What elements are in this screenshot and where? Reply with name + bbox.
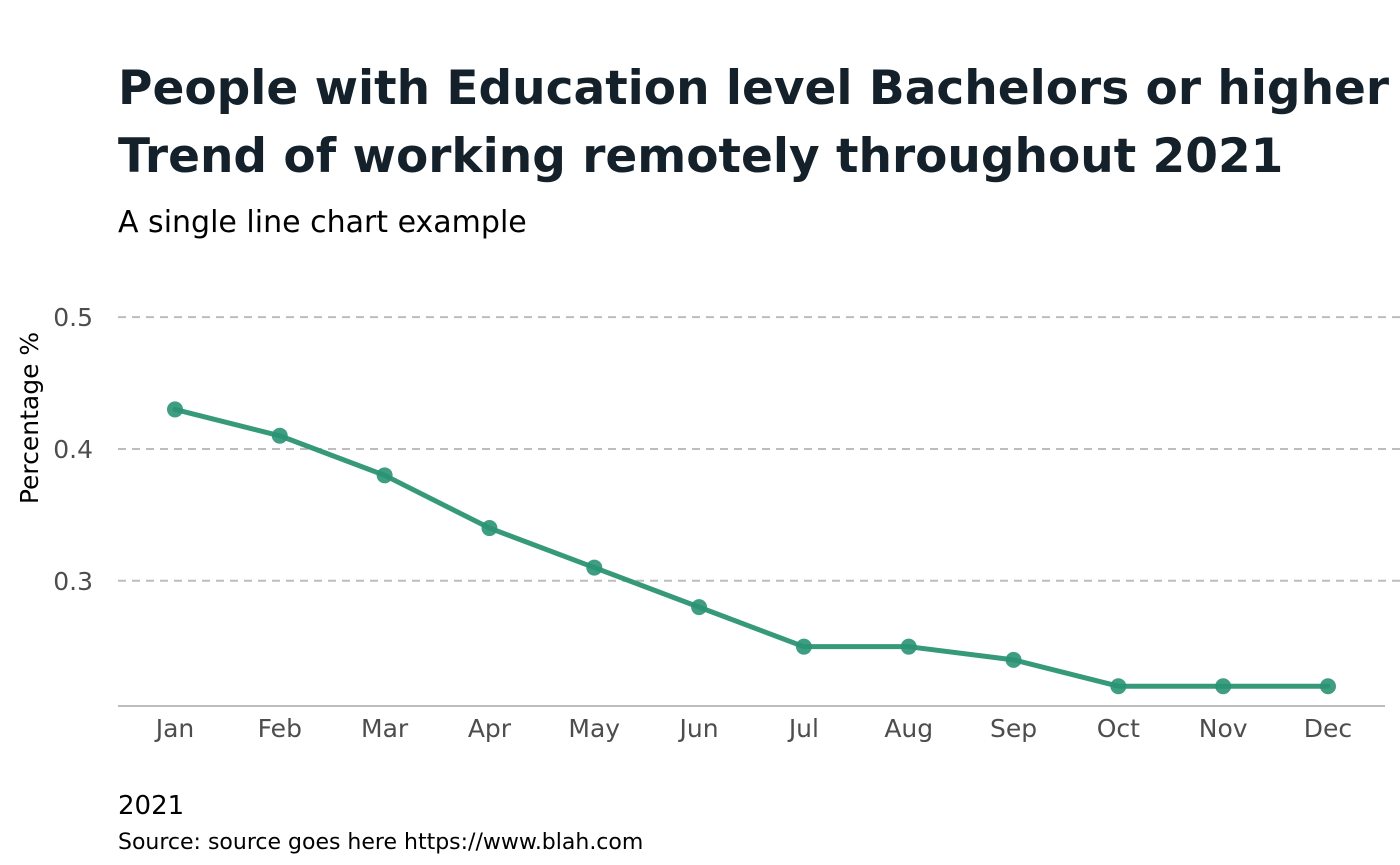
chart-title-line-2: Trend of working remotely throughout 202… xyxy=(118,129,1283,184)
x-tick-label: Aug xyxy=(884,714,933,743)
data-point xyxy=(691,599,708,616)
x-tick-label: Sep xyxy=(990,714,1037,743)
source-note: Source: source goes here https://www.bla… xyxy=(118,830,643,855)
data-point xyxy=(167,401,183,418)
x-tick-label: Nov xyxy=(1199,714,1248,743)
y-tick-labels: 0.3 0.4 0.5 xyxy=(53,303,93,596)
y-tick-label: 0.4 xyxy=(53,435,93,464)
x-tick-label: Dec xyxy=(1304,714,1352,743)
x-tick-label: May xyxy=(568,714,620,743)
series-line xyxy=(172,406,1331,689)
data-point xyxy=(586,559,603,576)
x-tick-label: Apr xyxy=(468,714,512,743)
data-point xyxy=(271,427,288,444)
data-point xyxy=(900,638,917,655)
data-point xyxy=(1110,678,1127,695)
chart-subtitle: A single line chart example xyxy=(118,205,527,240)
data-point xyxy=(795,638,812,655)
x-axis-label: 2021 xyxy=(118,791,184,821)
data-point xyxy=(1215,678,1232,695)
x-tick-label: Jan xyxy=(154,714,195,743)
x-tick-label: Mar xyxy=(361,714,409,743)
series-line-group xyxy=(172,406,1331,689)
x-tick-label: Feb xyxy=(258,714,302,743)
data-point xyxy=(376,467,393,484)
gridlines xyxy=(118,316,1400,582)
x-tick-label: Jul xyxy=(787,714,819,743)
data-point xyxy=(1320,678,1336,695)
chart-title-line-1: People with Education level Bachelors or… xyxy=(118,61,1390,116)
x-tick-label: Jun xyxy=(678,714,719,743)
y-tick-label: 0.5 xyxy=(53,303,93,332)
series-points xyxy=(167,401,1336,695)
data-point xyxy=(1005,651,1022,668)
x-tick-label: Oct xyxy=(1097,714,1140,743)
y-tick-label: 0.3 xyxy=(53,567,93,596)
y-axis-label: Percentage % xyxy=(15,332,44,504)
x-tick-labels: Jan Feb Mar Apr May Jun Jul Aug Sep Oct Nov Dec xyxy=(154,714,1352,743)
data-point xyxy=(481,520,498,537)
